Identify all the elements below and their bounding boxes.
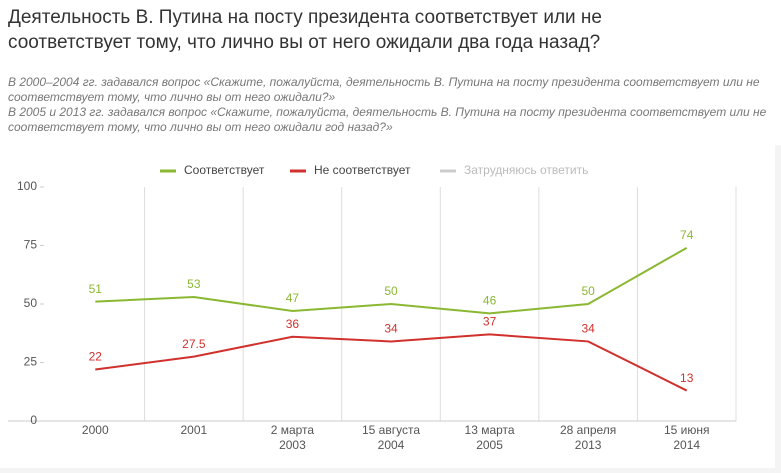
y-tick-label: 0: [30, 413, 37, 427]
subtitle: В 2000–2004 гг. задавался вопрос «Скажит…: [8, 75, 760, 104]
line: [95, 333, 688, 392]
y-tick-label: 50: [24, 296, 38, 310]
subtitle: В 2005 и 2013 гг. задавался вопрос «Скаж…: [8, 105, 767, 134]
x-tick-label: 13 марта 2005: [464, 423, 515, 452]
header: Деятельность В. Путина на посту президен…: [0, 0, 781, 145]
data-label: 50: [384, 284, 398, 298]
data-label: 34: [384, 322, 398, 336]
data-label: 53: [187, 277, 201, 291]
y-tick-label: 25: [24, 355, 38, 369]
y-tick-label: 100: [17, 179, 37, 193]
data-label: 46: [483, 294, 497, 308]
data-label: 34: [581, 322, 595, 336]
data-label: 36: [286, 317, 300, 331]
x-tick-label: 15 июня 2014: [663, 423, 710, 452]
x-tick-label: 15 августа 2004: [361, 423, 420, 452]
x-tick-label: 2000: [81, 423, 109, 437]
data-label: 22: [89, 350, 103, 364]
legend-label: Затрудняюсь ответить: [464, 163, 588, 177]
data-label: 47: [286, 291, 300, 305]
chart-title: Деятельность В. Путина на посту президен…: [8, 7, 602, 53]
chart-panel: 0 25 50 75 100 Соответствует Не соответствует З…: [0, 145, 775, 468]
y-tick-label: 75: [24, 238, 38, 252]
chart: 0 25 50 75 100 Соответствует Не соответствует З…: [8, 163, 737, 427]
x-tick-label: 2 марта 2003: [270, 423, 315, 452]
data-label: 27.5: [182, 337, 206, 351]
data-label: 74: [680, 228, 694, 242]
legend-label: Соответствует: [184, 163, 265, 177]
data-label: 50: [581, 284, 595, 298]
data-label: 51: [89, 282, 103, 296]
legend-label: Не соответствует: [314, 163, 411, 177]
x-tick-label: 2001: [180, 423, 208, 437]
x-tick-label: 28 апреля 2013: [559, 423, 617, 452]
data-label: 37: [483, 315, 497, 329]
data-label: 13: [680, 371, 694, 385]
line: [95, 246, 688, 315]
